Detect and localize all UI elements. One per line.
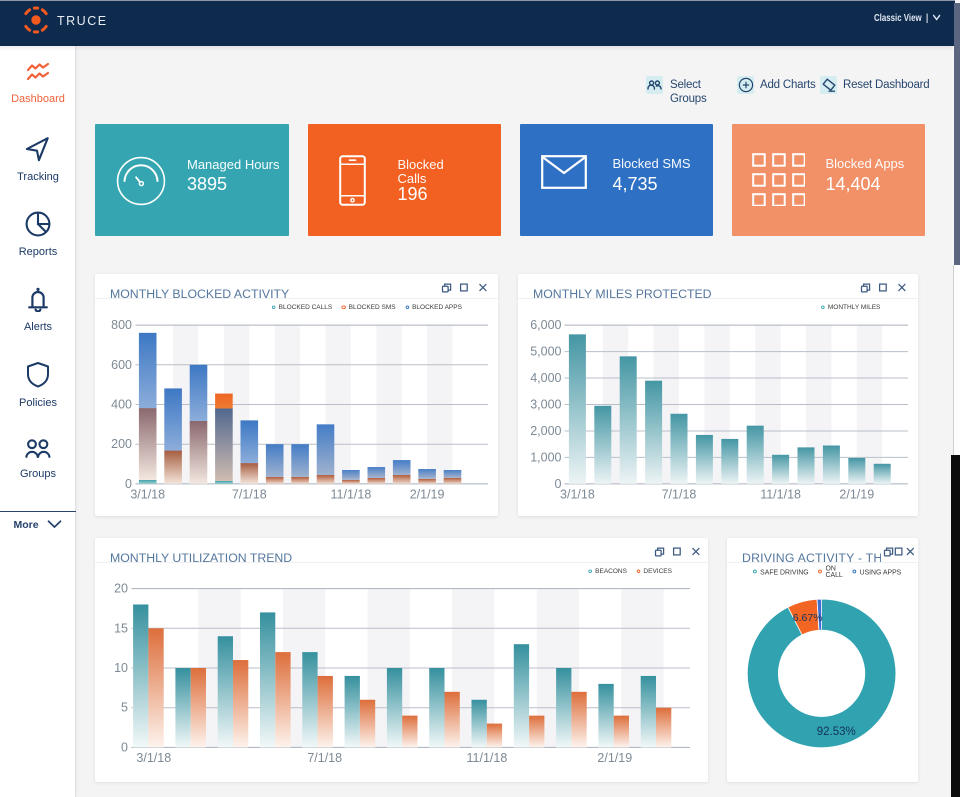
svg-text:200: 200: [111, 437, 132, 451]
svg-text:800: 800: [111, 318, 132, 332]
svg-text:92.53%: 92.53%: [817, 726, 856, 738]
svg-text:2/1/19: 2/1/19: [410, 488, 445, 502]
svg-text:600: 600: [111, 358, 132, 372]
svg-text:2,000: 2,000: [530, 424, 561, 438]
svg-text:5: 5: [121, 701, 128, 715]
svg-text:15: 15: [114, 621, 128, 635]
svg-text:4,000: 4,000: [530, 371, 561, 385]
svg-text:3/1/18: 3/1/18: [560, 488, 595, 502]
svg-text:11/1/18: 11/1/18: [760, 488, 801, 502]
svg-text:3/1/18: 3/1/18: [136, 751, 171, 765]
svg-text:400: 400: [111, 398, 132, 412]
svg-text:1,000: 1,000: [530, 450, 561, 464]
svg-text:20: 20: [114, 582, 128, 596]
svg-text:10: 10: [114, 661, 128, 675]
svg-text:6,000: 6,000: [530, 318, 561, 332]
svg-text:7/1/18: 7/1/18: [307, 751, 342, 765]
svg-text:7/1/18: 7/1/18: [662, 488, 697, 502]
svg-text:5,000: 5,000: [530, 345, 561, 359]
svg-text:2/1/19: 2/1/19: [839, 488, 874, 502]
svg-text:0: 0: [125, 477, 132, 491]
svg-text:7/1/18: 7/1/18: [232, 488, 267, 502]
svg-text:2/1/19: 2/1/19: [597, 751, 632, 765]
svg-text:3/1/18: 3/1/18: [130, 488, 165, 502]
svg-text:11/1/18: 11/1/18: [331, 488, 372, 502]
svg-text:6.67%: 6.67%: [793, 612, 823, 624]
svg-text:0: 0: [555, 477, 562, 491]
svg-text:0: 0: [121, 740, 128, 754]
svg-text:3,000: 3,000: [530, 398, 561, 412]
svg-text:11/1/18: 11/1/18: [467, 751, 508, 765]
